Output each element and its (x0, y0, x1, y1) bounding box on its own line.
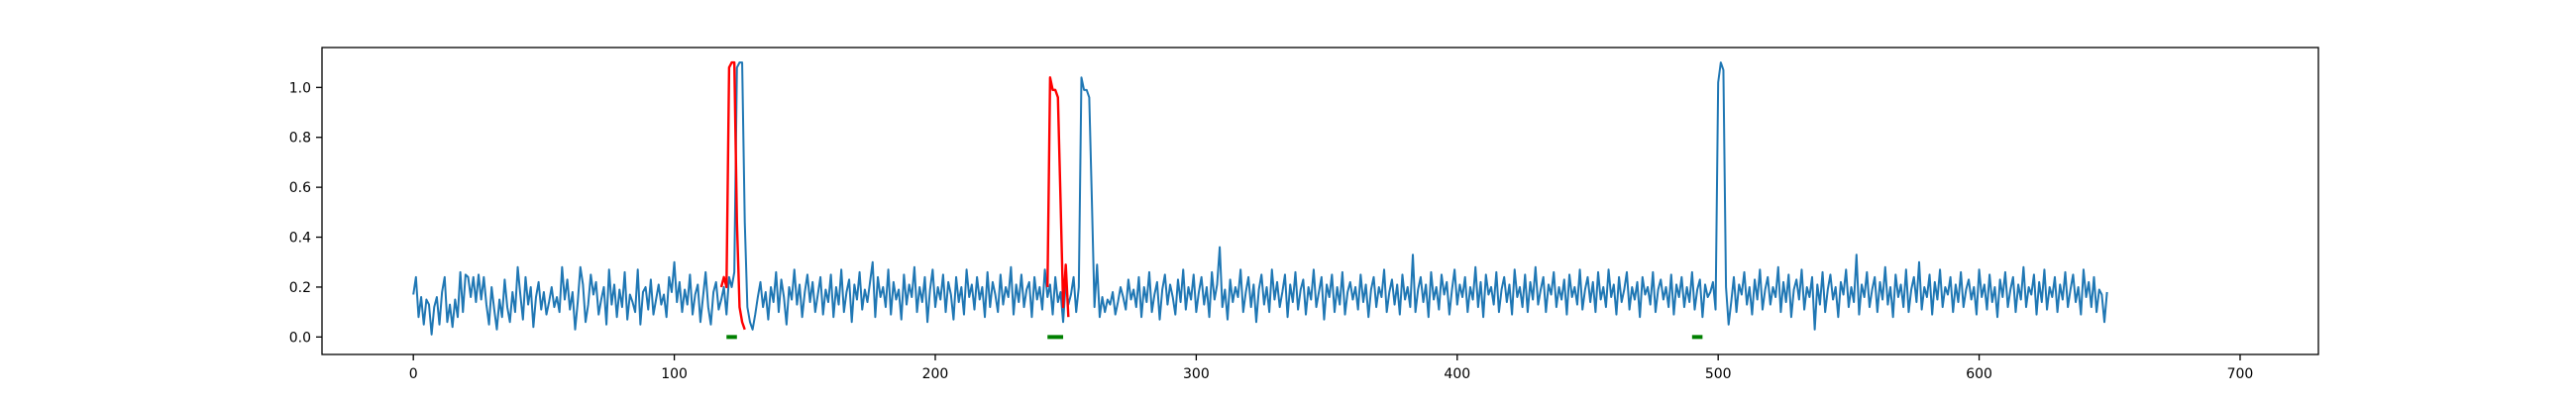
anomaly-segment-line (1046, 76, 1070, 318)
y-tick-label: 1.0 (289, 80, 311, 96)
series-layer (412, 60, 2108, 340)
x-tick-label: 500 (1705, 366, 1732, 382)
plot-area-border (321, 47, 2319, 355)
y-tick-label: 0.2 (289, 280, 311, 296)
x-tick-label: 0 (409, 366, 418, 382)
y-tick-label: 0.0 (289, 330, 311, 346)
signal-series-line (412, 61, 2108, 336)
y-axis: 0.0 0.2 0.4 0.6 0.8 1.0 (289, 80, 322, 346)
y-tick-label: 0.6 (289, 180, 311, 196)
anomaly-segment-line (719, 60, 746, 331)
x-tick-label: 100 (661, 366, 688, 382)
y-tick-label: 0.4 (289, 231, 311, 247)
y-tick-label: 0.8 (289, 131, 311, 147)
x-tick-label: 200 (922, 366, 949, 382)
x-tick-label: 300 (1183, 366, 1210, 382)
x-axis: 0 100 200 300 400 500 600 700 (409, 354, 2254, 382)
x-tick-label: 400 (1444, 366, 1470, 382)
x-tick-label: 700 (2227, 366, 2254, 382)
x-tick-label: 600 (1966, 366, 1992, 382)
